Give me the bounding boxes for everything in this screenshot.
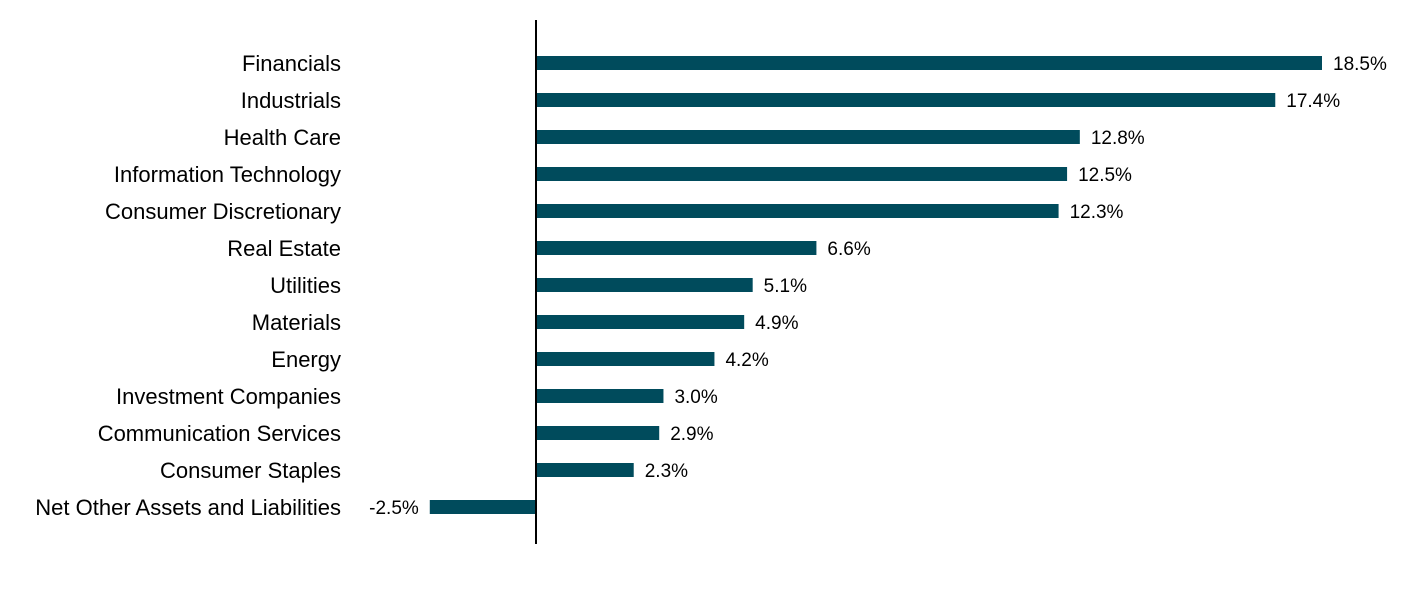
bars-layer (429, 56, 1322, 514)
category-label-net-other-assets-and-liabilities: Net Other Assets and Liabilities (35, 495, 341, 520)
category-label-investment-companies: Investment Companies (116, 384, 341, 409)
bar-utilities (536, 278, 753, 292)
bar-investment-companies (536, 389, 664, 403)
category-label-health-care: Health Care (224, 125, 341, 150)
value-label-health-care: 12.8% (1091, 128, 1145, 149)
bar-consumer-staples (536, 463, 634, 477)
category-label-utilities: Utilities (270, 273, 341, 298)
value-label-consumer-discretionary: 12.3% (1070, 202, 1124, 223)
value-label-industrials: 17.4% (1286, 91, 1340, 112)
value-label-utilities: 5.1% (764, 276, 807, 297)
category-label-industrials: Industrials (241, 88, 341, 113)
value-label-communication-services: 2.9% (670, 424, 713, 445)
value-label-consumer-staples: 2.3% (645, 461, 688, 482)
value-label-energy: 4.2% (725, 350, 768, 371)
category-label-materials: Materials (252, 310, 341, 335)
bar-net-other-assets-and-liabilities (429, 500, 536, 514)
category-label-information-technology: Information Technology (114, 162, 341, 187)
bar-consumer-discretionary (536, 204, 1059, 218)
value-label-information-technology: 12.5% (1078, 165, 1132, 186)
bar-health-care (536, 130, 1080, 144)
bar-communication-services (536, 426, 660, 440)
value-labels: 18.5% 17.4% 12.8% 12.5% 12.3% 6.6% 5.1% 4.9% 4.2… (369, 54, 1387, 519)
category-label-energy: Energy (271, 347, 341, 372)
value-label-materials: 4.9% (755, 313, 798, 334)
category-label-consumer-discretionary: Consumer Discretionary (105, 199, 341, 224)
category-label-real-estate: Real Estate (227, 236, 341, 261)
category-label-consumer-staples: Consumer Staples (160, 458, 341, 483)
bar-real-estate (536, 241, 817, 255)
bar-financials (536, 56, 1322, 70)
bar-industrials (536, 93, 1276, 107)
value-label-net-other-assets-and-liabilities: -2.5% (369, 498, 419, 519)
category-labels: Financials Industrials Health Care Informat… (35, 51, 341, 520)
value-label-financials: 18.5% (1333, 54, 1387, 75)
value-label-investment-companies: 3.0% (674, 387, 717, 408)
bar-information-technology (536, 167, 1068, 181)
category-label-communication-services: Communication Services (98, 421, 341, 446)
value-label-real-estate: 6.6% (827, 239, 870, 260)
bar-materials (536, 315, 745, 329)
category-label-financials: Financials (242, 51, 341, 76)
bar-energy (536, 352, 715, 366)
